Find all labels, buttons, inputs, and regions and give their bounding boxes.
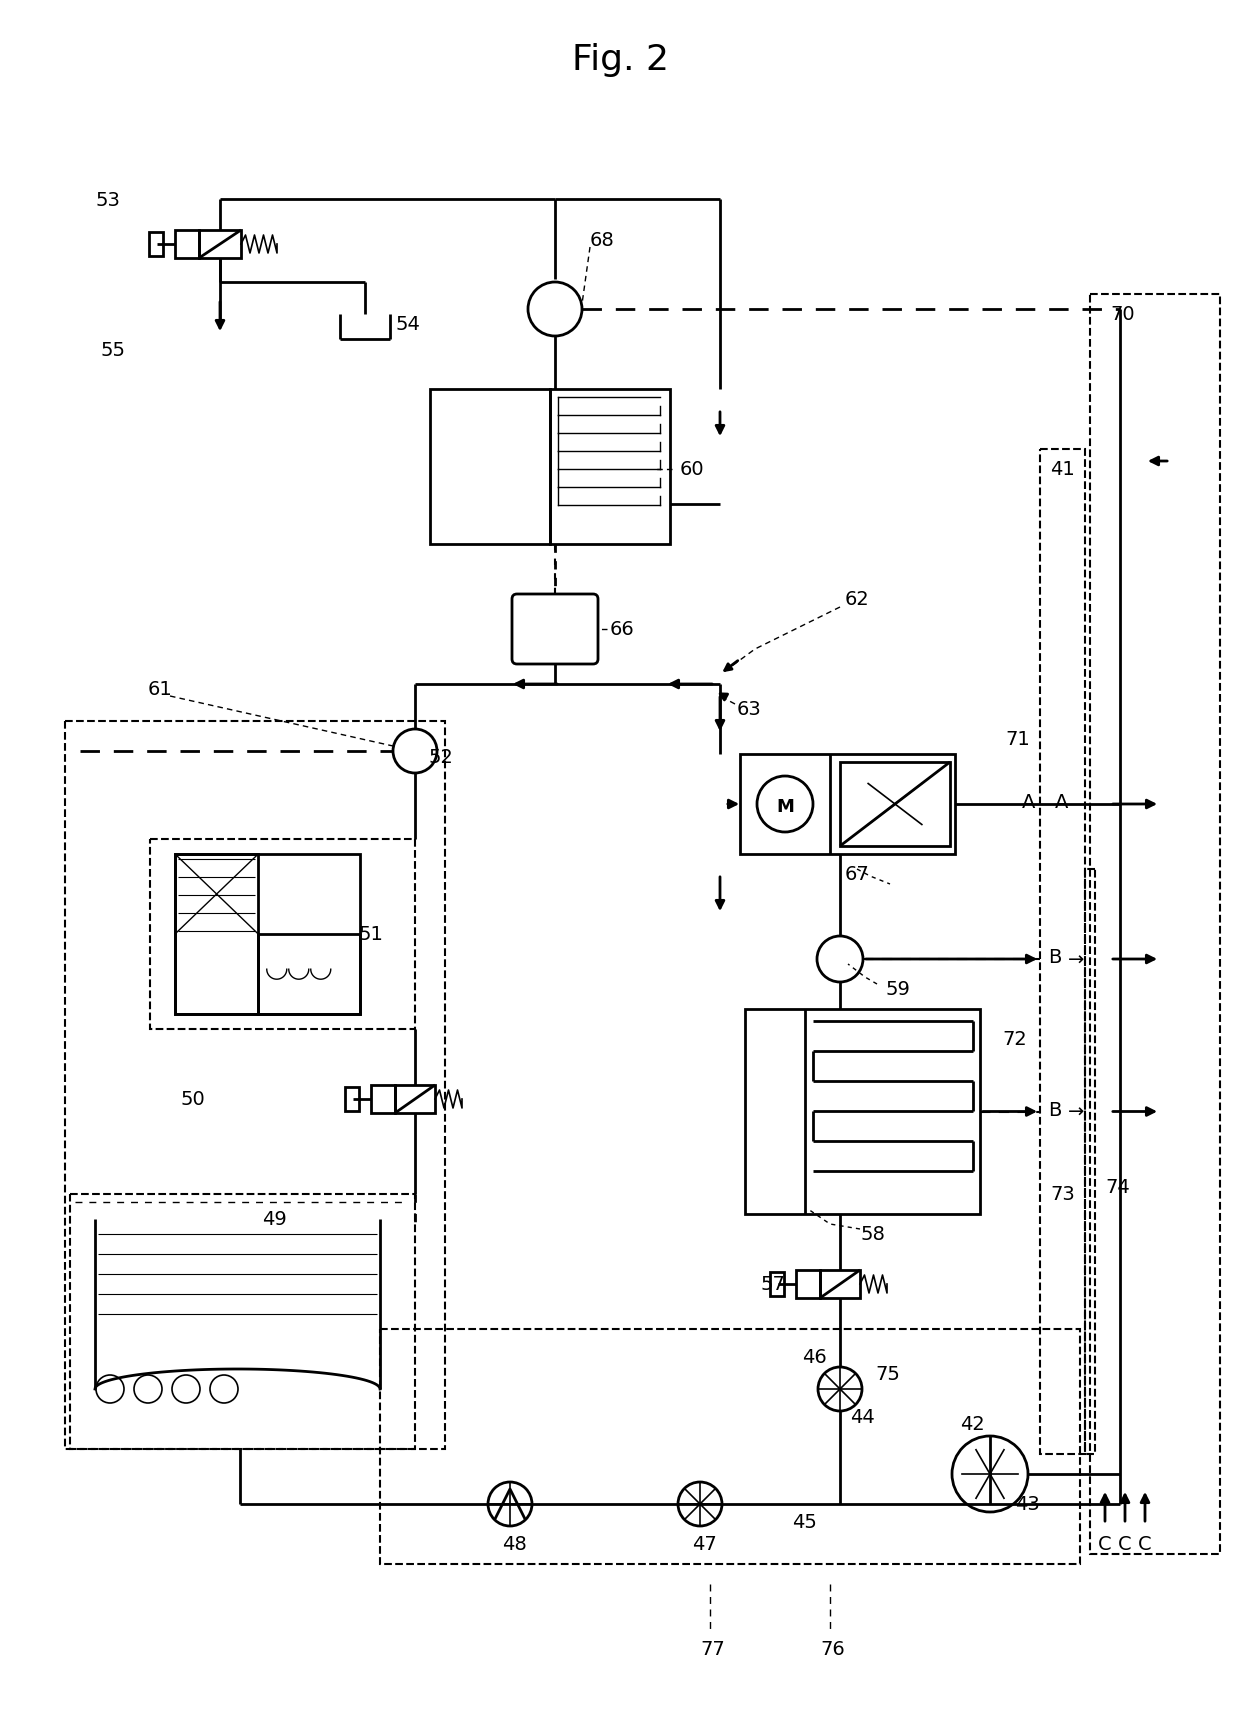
Circle shape <box>756 777 813 832</box>
Text: 42: 42 <box>960 1415 985 1434</box>
Bar <box>198 230 241 260</box>
FancyBboxPatch shape <box>512 595 598 664</box>
Bar <box>345 1088 360 1111</box>
Text: →: → <box>1068 1102 1084 1121</box>
Text: 44: 44 <box>849 1408 874 1427</box>
Bar <box>371 1085 396 1114</box>
Text: 43: 43 <box>1016 1495 1040 1514</box>
Text: 62: 62 <box>844 590 869 609</box>
Text: 52: 52 <box>428 747 453 766</box>
Bar <box>150 839 415 1029</box>
Text: 63: 63 <box>737 701 761 720</box>
Bar <box>379 1329 1080 1564</box>
Bar <box>770 1272 784 1296</box>
Text: 41: 41 <box>1050 460 1075 479</box>
Bar <box>820 1270 861 1298</box>
Text: 68: 68 <box>590 230 615 249</box>
Bar <box>64 721 445 1450</box>
Text: 70: 70 <box>1110 304 1135 324</box>
Circle shape <box>210 1375 238 1403</box>
Bar <box>396 1085 435 1114</box>
Circle shape <box>528 282 582 337</box>
Circle shape <box>134 1375 162 1403</box>
Text: A: A <box>1055 792 1069 811</box>
Text: B: B <box>1048 1100 1061 1119</box>
Text: 57: 57 <box>760 1275 785 1294</box>
Circle shape <box>95 1375 124 1403</box>
Text: 48: 48 <box>502 1535 527 1554</box>
Text: C: C <box>1118 1535 1132 1554</box>
Bar <box>258 934 360 1014</box>
Bar <box>1085 870 1095 1455</box>
Bar <box>175 230 198 260</box>
Bar <box>175 855 360 1014</box>
Text: C: C <box>1097 1535 1111 1554</box>
Text: 76: 76 <box>820 1640 844 1659</box>
Circle shape <box>952 1436 1028 1512</box>
Text: B: B <box>1048 948 1061 967</box>
Bar <box>149 234 162 256</box>
Circle shape <box>678 1483 722 1526</box>
Bar <box>1090 294 1220 1554</box>
Text: 61: 61 <box>148 680 172 699</box>
Bar <box>839 763 950 846</box>
Text: 55: 55 <box>100 341 125 360</box>
Circle shape <box>818 1367 862 1412</box>
Text: Fig. 2: Fig. 2 <box>572 43 668 76</box>
Text: A: A <box>1022 792 1035 811</box>
Text: 77: 77 <box>701 1640 724 1659</box>
Text: 74: 74 <box>1105 1178 1130 1197</box>
Text: 46: 46 <box>802 1348 827 1367</box>
Text: 50: 50 <box>180 1090 205 1109</box>
Text: 60: 60 <box>680 460 704 479</box>
Bar <box>745 1009 980 1214</box>
Circle shape <box>817 936 863 983</box>
Bar <box>796 1270 820 1298</box>
Text: 53: 53 <box>95 190 120 209</box>
Text: 58: 58 <box>861 1225 885 1244</box>
Text: 71: 71 <box>1004 730 1029 749</box>
Circle shape <box>393 730 436 773</box>
Text: 72: 72 <box>1002 1029 1027 1048</box>
Text: 47: 47 <box>692 1535 717 1554</box>
Bar <box>551 389 670 545</box>
Text: 66: 66 <box>610 619 635 638</box>
Text: →: → <box>1068 950 1084 969</box>
Bar <box>1040 450 1085 1455</box>
Circle shape <box>172 1375 200 1403</box>
Text: C: C <box>1138 1535 1152 1554</box>
Text: 67: 67 <box>844 865 869 884</box>
Circle shape <box>489 1483 532 1526</box>
Bar <box>69 1194 415 1450</box>
Text: 49: 49 <box>262 1209 286 1228</box>
Text: M: M <box>776 798 794 815</box>
Text: 59: 59 <box>885 979 910 998</box>
Text: 45: 45 <box>792 1512 817 1531</box>
Bar <box>430 389 551 545</box>
Text: 51: 51 <box>358 926 383 945</box>
Text: 75: 75 <box>875 1365 900 1384</box>
Text: 54: 54 <box>396 315 420 334</box>
Bar <box>175 855 258 1014</box>
Text: 73: 73 <box>1050 1185 1075 1204</box>
Bar <box>740 754 955 855</box>
